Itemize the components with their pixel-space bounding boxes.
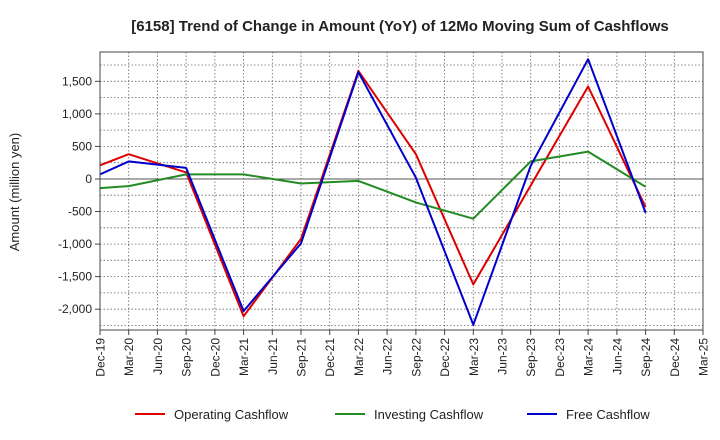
y-tick-label: 500 [72,139,92,153]
series-lines [99,58,647,326]
x-tick-label: Mar-25 [697,338,711,376]
series-line-investing-cashflow [99,150,647,220]
y-tick-label: -2,000 [58,302,92,316]
x-tick-label: Dec-21 [323,338,337,377]
y-tick-label: 1,000 [62,107,92,121]
y-tick-label: -1,000 [58,237,92,251]
x-tick-label: Mar-23 [467,338,481,376]
gridlines [100,52,703,330]
x-tick-label: Dec-24 [668,338,682,377]
y-tick-label: -1,500 [58,270,92,284]
y-tick-label: -500 [68,205,92,219]
x-tick-label: Sep-21 [295,338,309,377]
x-tick-label: Jun-23 [496,338,510,375]
y-axis-ticks: -2,000 -1,500 -1,000 -500 0 500 1,000 1,500 [58,74,100,316]
chart-title: [6158] Trend of Change in Amount (YoY) o… [131,18,669,35]
plot-frame [99,51,704,331]
x-tick-label: Jun-20 [151,338,165,375]
plot-border [99,51,704,331]
plot-background [100,52,703,330]
x-tick-label: Jun-21 [266,338,280,375]
legend-label-operating-cashflow: Operating Cashflow [174,407,289,422]
x-tick-label: Mar-21 [237,338,251,376]
legend: Operating Cashflow Investing Cashflow Free… [135,407,650,422]
x-tick-label: Sep-24 [639,338,653,377]
y-tick-label: 0 [85,172,92,186]
x-tick-label: Mar-24 [582,338,596,376]
x-tick-label: Dec-20 [208,338,222,377]
y-axis-label: Amount (million yen) [7,133,22,252]
x-axis-ticks: Dec-19 Mar-20 Jun-20 Sep-20 Dec-20 Mar-21 Jun-… [94,330,711,377]
x-tick-label: Mar-20 [122,338,136,376]
legend-label-free-cashflow: Free Cashflow [566,407,650,422]
legend-label-investing-cashflow: Investing Cashflow [374,407,484,422]
x-tick-label: Sep-20 [180,338,194,377]
x-tick-label: Dec-19 [94,338,108,377]
x-tick-label: Dec-23 [553,338,567,377]
x-tick-label: Jun-22 [381,338,395,375]
x-tick-label: Sep-22 [409,338,423,377]
y-tick-label: 1,500 [62,74,92,88]
x-tick-label: Sep-23 [524,338,538,377]
x-tick-label: Jun-24 [610,338,624,375]
x-tick-label: Dec-22 [438,338,452,377]
series-line-free-cashflow [99,58,647,326]
x-tick-label: Mar-22 [352,338,366,376]
